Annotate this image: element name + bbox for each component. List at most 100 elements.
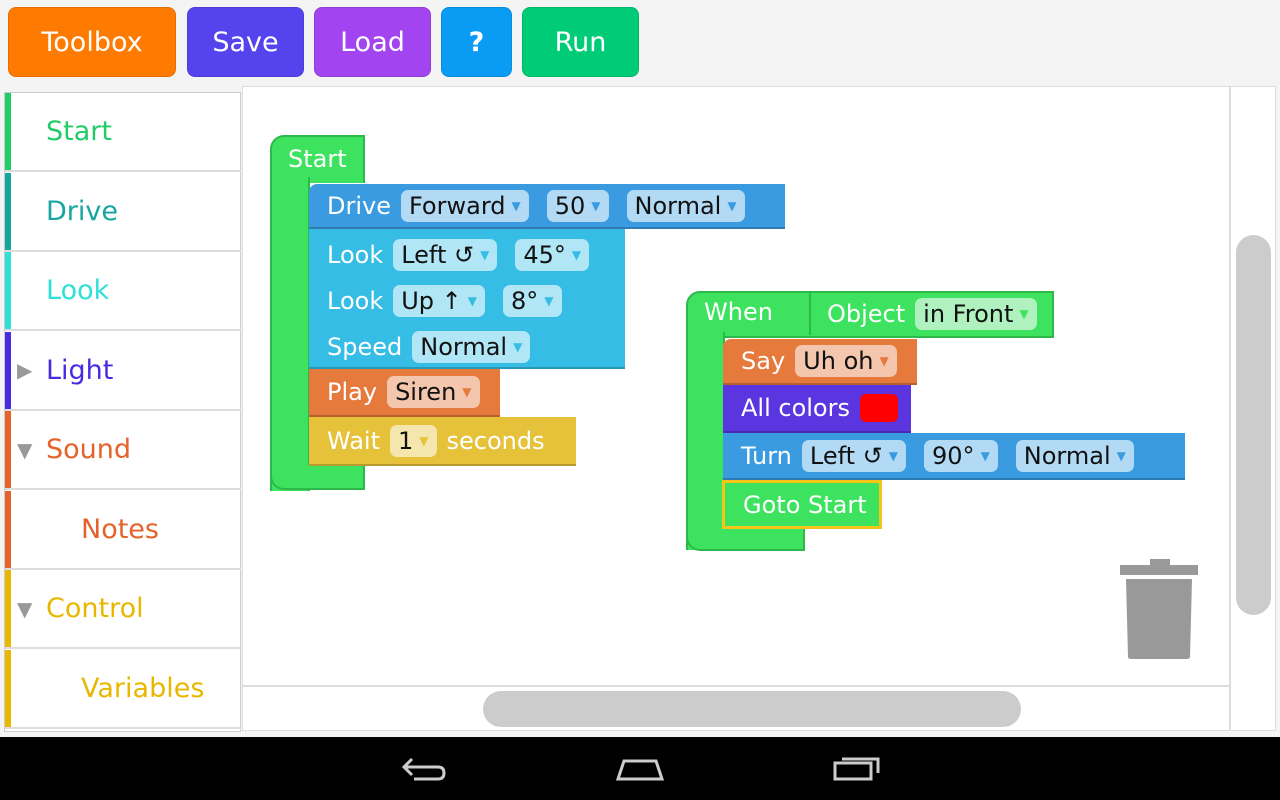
sidebar-item-light[interactable]: ▶ Light — [5, 331, 241, 411]
sidebar-item-label: Drive — [46, 195, 118, 227]
sidebar-item-start[interactable]: Start — [5, 93, 241, 172]
load-button[interactable]: Load — [314, 7, 431, 77]
look-label: Look — [327, 241, 384, 269]
run-button[interactable]: Run — [522, 7, 639, 77]
help-button[interactable]: ? — [441, 7, 512, 77]
look-direction-dropdown[interactable]: Up ↑ ▼ — [393, 285, 485, 317]
speed-block[interactable]: Speed Normal ▼ — [309, 325, 531, 369]
drive-direction-dropdown[interactable]: Forward ▼ — [400, 189, 529, 222]
look-angle-dropdown[interactable]: 8° ▼ — [503, 285, 562, 317]
turn-direction-dropdown[interactable]: Left ↺ ▼ — [801, 439, 907, 472]
object-condition-dropdown[interactable]: in Front ▼ — [915, 298, 1037, 330]
home-icon[interactable] — [614, 755, 666, 783]
speed-dropdown[interactable]: Normal ▼ — [412, 331, 531, 363]
category-color-bar — [5, 411, 11, 488]
sound-dropdown[interactable]: Siren ▼ — [387, 376, 480, 408]
sidebar-item-control[interactable]: ▼ Control — [5, 570, 241, 649]
turn-angle-dropdown[interactable]: 90° ▼ — [924, 439, 998, 472]
start-block[interactable] — [270, 135, 365, 183]
look-block[interactable]: Look Up ↑ ▼ 8° ▼ — [309, 279, 562, 323]
when-block-arm — [686, 332, 725, 550]
dropdown-value: Forward — [408, 191, 506, 220]
when-label: When — [704, 298, 773, 326]
dropdown-arrow-icon: ▼ — [544, 294, 554, 308]
wait-block[interactable]: Wait 1 ▼ seconds — [309, 417, 576, 466]
collapse-icon[interactable]: ▼ — [17, 596, 33, 621]
dropdown-value: Normal — [420, 333, 508, 361]
play-label: Play — [327, 378, 378, 406]
color-swatch[interactable] — [859, 394, 898, 422]
dropdown-value: Uh oh — [803, 347, 874, 375]
workspace-canvas[interactable]: Start Drive Forward ▼ 50 ▼ Normal ▼ Look Le… — [242, 86, 1230, 686]
dropdown-arrow-icon: ▼ — [467, 294, 477, 308]
drive-label: Drive — [327, 191, 391, 220]
sidebar-item-variables[interactable]: Variables — [5, 649, 241, 729]
dropdown-arrow-icon: ▼ — [513, 340, 523, 354]
horizontal-scroll-thumb[interactable] — [483, 691, 1021, 727]
all-colors-label: All colors — [741, 394, 850, 422]
category-color-bar — [5, 252, 11, 329]
say-dropdown[interactable]: Uh oh ▼ — [795, 345, 897, 377]
start-block-arm — [270, 177, 310, 491]
all-colors-block[interactable]: All colors — [723, 385, 911, 433]
start-block-foot — [270, 465, 365, 490]
dropdown-value: Left ↺ — [809, 441, 883, 470]
recent-apps-icon[interactable] — [832, 753, 882, 783]
collapse-icon[interactable]: ▼ — [17, 437, 33, 462]
dropdown-arrow-icon: ▼ — [879, 354, 889, 368]
dropdown-value: 90° — [932, 441, 975, 470]
sidebar-item-label: Light — [46, 354, 114, 386]
look-angle-dropdown[interactable]: 45° ▼ — [515, 239, 590, 271]
dropdown-arrow-icon: ▼ — [480, 248, 490, 262]
trash-icon[interactable] — [1120, 559, 1200, 661]
sidebar-item-look[interactable]: Look — [5, 252, 241, 331]
dropdown-value: 8° — [511, 287, 539, 315]
dropdown-arrow-icon: ▼ — [1116, 448, 1126, 463]
category-color-bar — [5, 570, 11, 647]
dropdown-arrow-icon: ▼ — [727, 198, 737, 213]
speed-label: Speed — [327, 333, 403, 361]
sidebar-item-label: Start — [46, 116, 112, 147]
category-color-bar — [5, 490, 11, 568]
object-sensor-block[interactable]: Object in Front ▼ — [809, 293, 1037, 335]
look-direction-dropdown[interactable]: Left ↺ ▼ — [393, 239, 498, 271]
goto-start-block[interactable]: Goto Start — [722, 480, 882, 529]
look-block[interactable]: Look Left ↺ ▼ 45° ▼ — [309, 233, 590, 277]
category-color-bar — [5, 172, 11, 250]
dropdown-value: 45° — [523, 241, 566, 269]
back-icon[interactable] — [400, 755, 448, 783]
drive-distance-dropdown[interactable]: 50 ▼ — [546, 189, 609, 222]
save-button[interactable]: Save — [187, 7, 304, 77]
horizontal-scrollbar[interactable] — [242, 686, 1230, 731]
drive-speed-dropdown[interactable]: Normal ▼ — [626, 189, 745, 222]
sidebar-item-drive[interactable]: Drive — [5, 172, 241, 252]
dropdown-arrow-icon: ▼ — [571, 248, 582, 262]
say-block[interactable]: Say Uh oh ▼ — [723, 339, 917, 385]
when-block-foot — [686, 529, 805, 551]
object-label: Object — [827, 300, 906, 328]
turn-label: Turn — [741, 441, 792, 470]
toolbox-sidebar: Start Drive Look ▶ Light ▼ Sound Notes ▼ Control V… — [4, 92, 241, 732]
dropdown-value: 50 — [554, 191, 586, 220]
dropdown-arrow-icon: ▼ — [511, 198, 521, 213]
toolbox-button[interactable]: Toolbox — [8, 7, 176, 77]
expand-icon[interactable]: ▶ — [17, 358, 33, 382]
turn-speed-dropdown[interactable]: Normal ▼ — [1015, 439, 1134, 472]
dropdown-value: in Front — [923, 300, 1014, 328]
wait-value-dropdown[interactable]: 1 ▼ — [389, 424, 437, 457]
look-label: Look — [327, 287, 384, 315]
category-color-bar — [5, 331, 11, 409]
dropdown-value: Left ↺ — [401, 241, 475, 269]
sidebar-item-notes[interactable]: Notes — [5, 490, 241, 570]
dropdown-arrow-icon: ▼ — [419, 433, 429, 448]
wait-label: Wait — [327, 426, 380, 455]
sidebar-item-sound[interactable]: ▼ Sound — [5, 411, 241, 490]
vertical-scroll-thumb[interactable] — [1236, 235, 1271, 615]
sidebar-item-label: Control — [46, 593, 144, 624]
drive-block[interactable]: Drive Forward ▼ 50 ▼ Normal ▼ — [309, 184, 785, 229]
vertical-scrollbar[interactable] — [1230, 86, 1276, 731]
play-block[interactable]: Play Siren ▼ — [309, 369, 500, 417]
turn-block[interactable]: Turn Left ↺ ▼ 90° ▼ Normal ▼ — [723, 433, 1185, 480]
sidebar-item-label: Sound — [46, 434, 132, 465]
category-color-bar — [5, 649, 11, 727]
